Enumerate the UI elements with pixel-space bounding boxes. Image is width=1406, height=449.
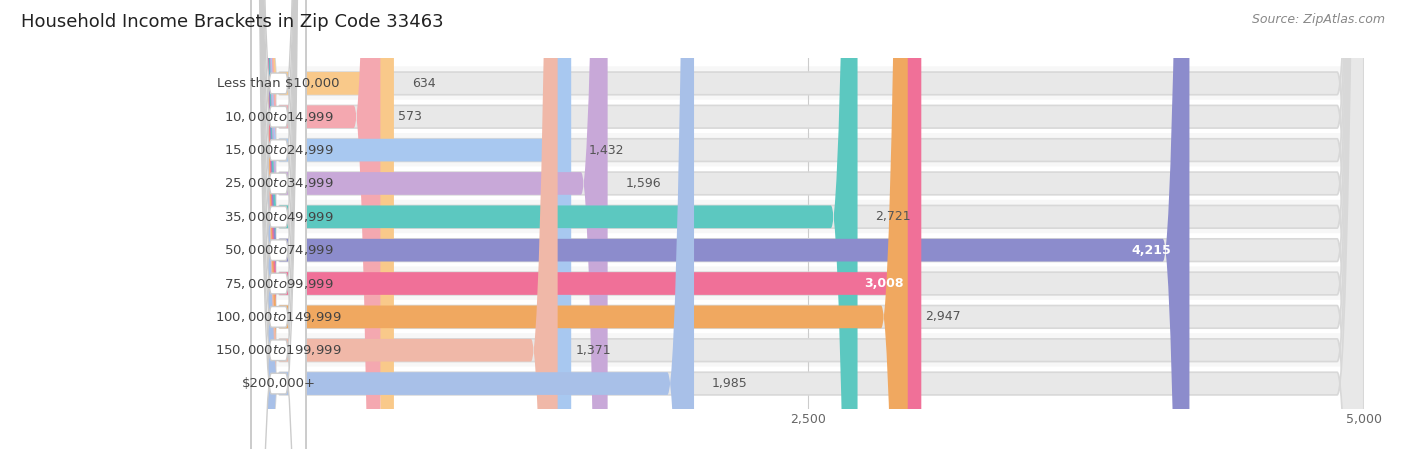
FancyBboxPatch shape bbox=[252, 0, 305, 449]
FancyBboxPatch shape bbox=[253, 167, 1364, 200]
FancyBboxPatch shape bbox=[253, 66, 1364, 101]
FancyBboxPatch shape bbox=[253, 0, 1364, 449]
FancyBboxPatch shape bbox=[252, 0, 305, 449]
FancyBboxPatch shape bbox=[252, 0, 305, 449]
FancyBboxPatch shape bbox=[253, 0, 1364, 449]
FancyBboxPatch shape bbox=[253, 0, 908, 449]
Text: 634: 634 bbox=[412, 77, 436, 90]
Text: Household Income Brackets in Zip Code 33463: Household Income Brackets in Zip Code 33… bbox=[21, 13, 444, 31]
FancyBboxPatch shape bbox=[253, 0, 394, 449]
FancyBboxPatch shape bbox=[252, 0, 305, 449]
Text: 1,371: 1,371 bbox=[575, 344, 612, 357]
Text: $200,000+: $200,000+ bbox=[242, 377, 315, 390]
Text: 3,008: 3,008 bbox=[865, 277, 904, 290]
Text: 573: 573 bbox=[398, 110, 422, 123]
Text: $150,000 to $199,999: $150,000 to $199,999 bbox=[215, 343, 342, 357]
FancyBboxPatch shape bbox=[253, 0, 1364, 449]
Text: Less than $10,000: Less than $10,000 bbox=[218, 77, 340, 90]
FancyBboxPatch shape bbox=[253, 0, 1364, 449]
Text: 1,432: 1,432 bbox=[589, 144, 624, 157]
Text: $10,000 to $14,999: $10,000 to $14,999 bbox=[224, 110, 333, 124]
Text: $75,000 to $99,999: $75,000 to $99,999 bbox=[224, 277, 333, 291]
Text: 1,985: 1,985 bbox=[711, 377, 748, 390]
FancyBboxPatch shape bbox=[253, 0, 1364, 449]
Text: $50,000 to $74,999: $50,000 to $74,999 bbox=[224, 243, 333, 257]
FancyBboxPatch shape bbox=[253, 100, 1364, 134]
FancyBboxPatch shape bbox=[253, 133, 1364, 167]
FancyBboxPatch shape bbox=[253, 0, 607, 449]
FancyBboxPatch shape bbox=[252, 0, 305, 449]
Text: $100,000 to $149,999: $100,000 to $149,999 bbox=[215, 310, 342, 324]
FancyBboxPatch shape bbox=[253, 267, 1364, 300]
Text: 2,947: 2,947 bbox=[925, 310, 962, 323]
FancyBboxPatch shape bbox=[253, 0, 695, 449]
FancyBboxPatch shape bbox=[253, 300, 1364, 334]
FancyBboxPatch shape bbox=[253, 0, 1364, 449]
FancyBboxPatch shape bbox=[253, 0, 1364, 449]
FancyBboxPatch shape bbox=[253, 0, 921, 449]
FancyBboxPatch shape bbox=[253, 333, 1364, 367]
FancyBboxPatch shape bbox=[253, 0, 1189, 449]
FancyBboxPatch shape bbox=[253, 0, 571, 449]
Text: 1,596: 1,596 bbox=[626, 177, 661, 190]
FancyBboxPatch shape bbox=[252, 0, 305, 449]
Text: $35,000 to $49,999: $35,000 to $49,999 bbox=[224, 210, 333, 224]
Text: Source: ZipAtlas.com: Source: ZipAtlas.com bbox=[1251, 13, 1385, 26]
FancyBboxPatch shape bbox=[252, 0, 305, 449]
FancyBboxPatch shape bbox=[253, 0, 558, 449]
FancyBboxPatch shape bbox=[253, 0, 858, 449]
FancyBboxPatch shape bbox=[252, 0, 305, 449]
FancyBboxPatch shape bbox=[253, 233, 1364, 267]
FancyBboxPatch shape bbox=[252, 0, 305, 449]
FancyBboxPatch shape bbox=[253, 0, 1364, 449]
FancyBboxPatch shape bbox=[253, 0, 1364, 449]
Text: 2,721: 2,721 bbox=[876, 210, 911, 223]
FancyBboxPatch shape bbox=[253, 0, 1364, 449]
FancyBboxPatch shape bbox=[253, 366, 1364, 401]
FancyBboxPatch shape bbox=[253, 200, 1364, 234]
FancyBboxPatch shape bbox=[253, 0, 381, 449]
Text: $15,000 to $24,999: $15,000 to $24,999 bbox=[224, 143, 333, 157]
Text: $25,000 to $34,999: $25,000 to $34,999 bbox=[224, 176, 333, 190]
Text: 4,215: 4,215 bbox=[1132, 244, 1171, 257]
FancyBboxPatch shape bbox=[252, 0, 305, 449]
